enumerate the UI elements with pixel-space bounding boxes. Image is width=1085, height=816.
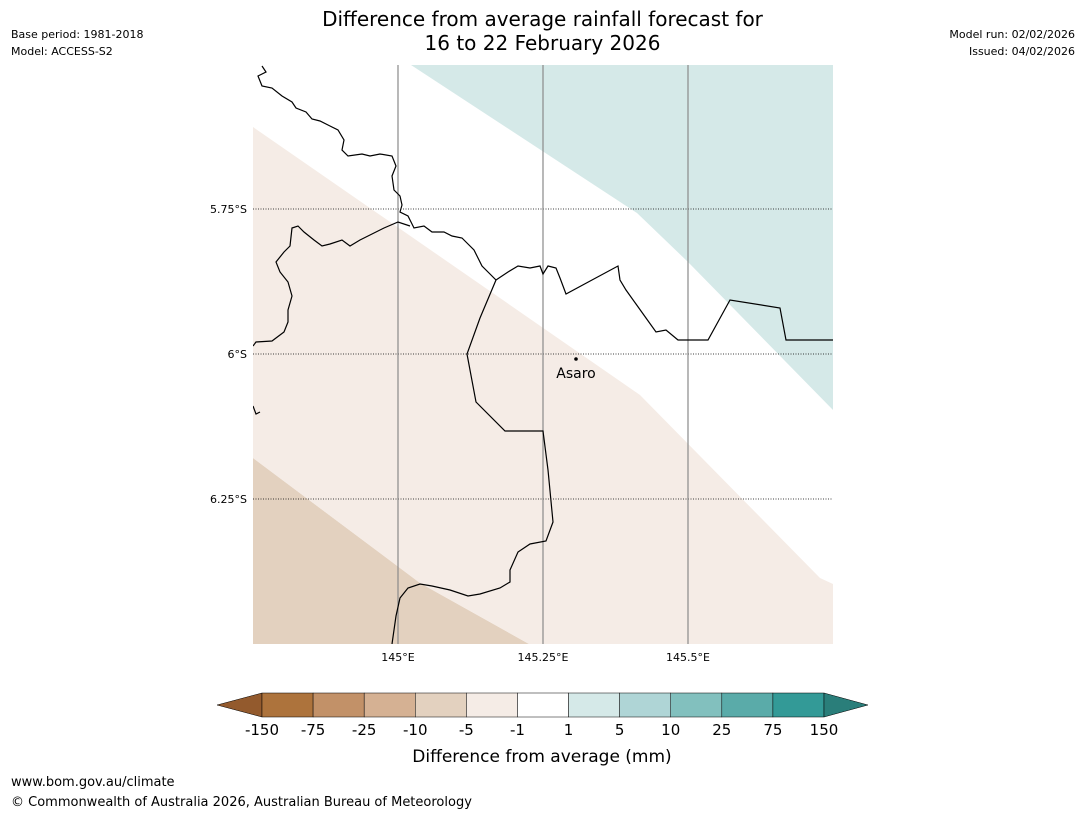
colorbar-swatch xyxy=(517,692,569,718)
colorbar-swatch xyxy=(466,692,518,718)
colorbar-tick-label: 1 xyxy=(564,721,574,739)
colorbar-swatch xyxy=(415,692,467,718)
boundaries xyxy=(253,65,833,644)
colorbar-swatch xyxy=(772,692,825,718)
model-info: Base period: 1981-2018 Model: ACCESS-S2 xyxy=(11,26,143,60)
colorbar-swatch xyxy=(619,692,671,718)
colorbar-tick-label: 150 xyxy=(810,721,839,739)
colorbar-swatch xyxy=(721,692,774,718)
map-panel: Asaro xyxy=(253,65,833,644)
issued-text: Issued: 04/02/2026 xyxy=(968,45,1075,58)
band-light-brown xyxy=(253,458,529,644)
legend-title: Difference from average (mm) xyxy=(412,747,671,767)
colorbar-tick-label: -5 xyxy=(459,721,474,739)
colorbar-swatch xyxy=(312,692,365,718)
title-line-1: Difference from average rainfall forecas… xyxy=(322,7,763,31)
lat-label: 6.25°S xyxy=(210,493,247,506)
place-label: Asaro xyxy=(556,366,595,382)
place-marker xyxy=(574,357,578,361)
lon-labels: 145°E 145.25°E 145.5°E xyxy=(381,651,710,664)
lat-label: 5.75°S xyxy=(210,203,247,216)
model-text: Model: ACCESS-S2 xyxy=(11,45,113,58)
place-asaro: Asaro xyxy=(556,357,596,382)
colorbar-tick-label: -1 xyxy=(510,721,525,739)
colorbar-swatch xyxy=(670,692,723,718)
boundary-west-stub xyxy=(253,405,261,415)
run-info: Model run: 02/02/2026 Issued: 04/02/2026 xyxy=(949,26,1075,60)
lat-labels: 5.75°S 6°S 6.25°S xyxy=(210,203,247,506)
footer-copyright: © Commonwealth of Australia 2026, Austra… xyxy=(11,795,472,810)
colorbar-tick-label: -10 xyxy=(403,721,428,739)
colorbar-tick-label: -25 xyxy=(352,721,377,739)
colorbar-legend: -150 -75 -25 -10 -5 -1 1 5 10 25 75 150 xyxy=(216,692,869,739)
lat-label: 6°S xyxy=(228,348,247,361)
footer-url: www.bom.gov.au/climate xyxy=(11,775,175,790)
grid-lines xyxy=(253,65,833,644)
boundary-south xyxy=(253,221,411,347)
colorbar-swatch xyxy=(261,692,314,718)
colorbar-tick-label: 25 xyxy=(712,721,731,739)
colorbar-extend-high xyxy=(823,692,869,718)
base-period-text: Base period: 1981-2018 xyxy=(11,28,144,41)
colorbar-extend-low xyxy=(216,692,263,718)
boundary-north xyxy=(257,65,833,341)
page-title: Difference from average rainfall forecas… xyxy=(240,7,845,55)
colorbar-swatch xyxy=(568,692,620,718)
model-run-text: Model run: 02/02/2026 xyxy=(949,28,1075,41)
colorbar-tick-label: 75 xyxy=(763,721,782,739)
title-line-2: 16 to 22 February 2026 xyxy=(424,31,661,55)
lon-label: 145.5°E xyxy=(666,651,710,664)
colorbar-tick-label: 5 xyxy=(615,721,625,739)
band-light-teal xyxy=(411,65,833,410)
lon-label: 145.25°E xyxy=(518,651,569,664)
boundary-province xyxy=(391,279,554,644)
colorbar-tick-label: 10 xyxy=(661,721,680,739)
colorbar-tick-label: -150 xyxy=(245,721,279,739)
colorbar-tick-label: -75 xyxy=(301,721,326,739)
colorbar-swatch xyxy=(363,692,416,718)
lon-label: 145°E xyxy=(381,651,414,664)
